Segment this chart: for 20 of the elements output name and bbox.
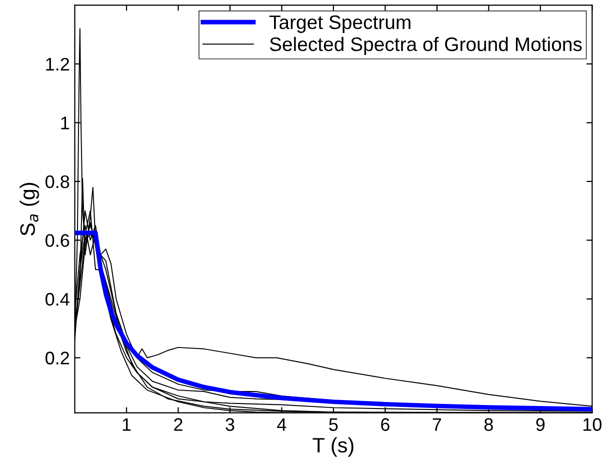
x-tick-label: 5 [329, 418, 338, 431]
y-tick-label: 0.4 [46, 292, 70, 306]
x-tick-label: 2 [174, 418, 182, 431]
x-tick-label: 8 [484, 418, 493, 431]
x-axis-title: T (s) [312, 437, 354, 457]
x-tick-label: 9 [536, 418, 545, 431]
x-tick-label: 4 [277, 418, 286, 431]
legend-label: Target Spectrum [269, 15, 410, 33]
y-tick-label: 0.6 [46, 234, 70, 247]
y-tick-label: 1.2 [46, 58, 70, 70]
x-tick-label: 6 [381, 418, 390, 431]
y-tick-label: 0.8 [46, 175, 70, 188]
legend-label: Selected Spectra of Ground Motions [270, 36, 582, 55]
x-tick-label: 7 [432, 418, 442, 431]
x-tick-label: 10 [583, 418, 602, 431]
y-axis-title: S$_{a}$ (g) [20, 182, 40, 236]
x-tick-label: 3 [226, 418, 234, 431]
y-tick-label: 1 [61, 116, 70, 130]
x-tick-label: 1 [122, 418, 131, 431]
y-tick-label: 0.2 [46, 352, 70, 364]
